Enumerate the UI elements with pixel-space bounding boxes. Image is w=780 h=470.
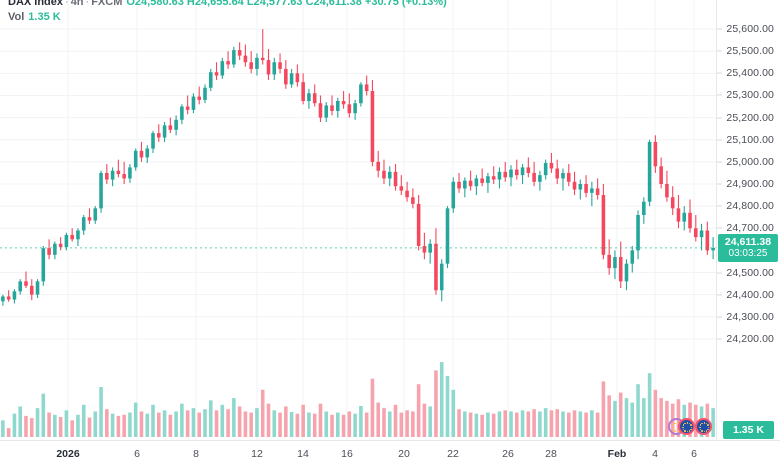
price-tick-dash: [717, 94, 722, 96]
chart-plot-area[interactable]: [0, 0, 716, 440]
price-tick-dash: [717, 205, 722, 207]
price-tick-label: 25,500.00: [726, 45, 774, 58]
price-tick-dash: [717, 294, 722, 296]
price-tick-label: 25,200.00: [726, 111, 774, 124]
time-tick-label: 12: [251, 448, 263, 460]
time-tick-label: 28: [545, 448, 557, 460]
time-tick-label: 14: [297, 448, 309, 460]
price-axis[interactable]: 25,600.00 25,500.00 25,400.00 25,300.00 25,2…: [716, 0, 780, 440]
economic-event-marker-icon[interactable]: [678, 418, 695, 435]
price-tick-label: 24,400.00: [726, 288, 774, 301]
price-tick-label: 25,400.00: [726, 67, 774, 80]
time-axis[interactable]: 2026 6 8 12 14 16 20 22 26 28 Feb 4 6: [0, 440, 780, 470]
price-tick-label: 24,500.00: [726, 266, 774, 279]
volume-badge[interactable]: 1.35 K: [723, 421, 774, 439]
time-tick-label: Feb: [607, 448, 627, 460]
price-tick-label: 24,800.00: [726, 200, 774, 213]
price-tick-label: 25,000.00: [726, 155, 774, 168]
time-tick-label: 22: [447, 448, 459, 460]
eu-stars-icon: [697, 420, 710, 433]
price-tick-label: 24,200.00: [726, 332, 774, 345]
price-tick-label: 24,300.00: [726, 310, 774, 323]
candlestick-layer: [0, 29, 716, 437]
time-tick-label: 6: [691, 448, 697, 460]
bar-countdown: 03:03:25: [728, 247, 768, 259]
price-tick-dash: [717, 272, 722, 274]
economic-event-marker-icon[interactable]: [695, 418, 712, 435]
price-tick-dash: [717, 50, 722, 52]
price-tick-dash: [717, 72, 722, 74]
price-tick-dash: [717, 338, 722, 340]
price-tick-dash: [717, 139, 722, 141]
eu-stars-icon: [680, 420, 693, 433]
price-tick-dash: [717, 316, 722, 318]
price-tick-dash: [717, 117, 722, 119]
price-tick-label: 24,900.00: [726, 178, 774, 190]
time-tick-label: 6: [134, 448, 140, 460]
time-tick-label: 4: [652, 448, 658, 460]
price-tick-label: 25,300.00: [726, 89, 774, 102]
time-tick-label: 26: [502, 448, 514, 460]
time-tick-label: 16: [341, 448, 353, 460]
time-tick-label: 2026: [56, 448, 80, 460]
current-price-badge[interactable]: 24,611.38 03:03:25: [718, 233, 778, 262]
price-tick-dash: [717, 227, 722, 229]
time-tick-label: 20: [398, 448, 410, 460]
price-tick-label: 25,100.00: [726, 133, 774, 146]
time-tick-label: 8: [193, 448, 199, 460]
price-tick-label: 25,600.00: [726, 23, 774, 36]
grid-layer: [0, 0, 716, 440]
price-tick-dash: [717, 183, 722, 185]
price-tick-dash: [717, 28, 722, 30]
price-tick-dash: [717, 161, 722, 163]
price-tick-label: 24,700.00: [726, 222, 774, 235]
current-price-value: 24,611.38: [724, 235, 772, 248]
